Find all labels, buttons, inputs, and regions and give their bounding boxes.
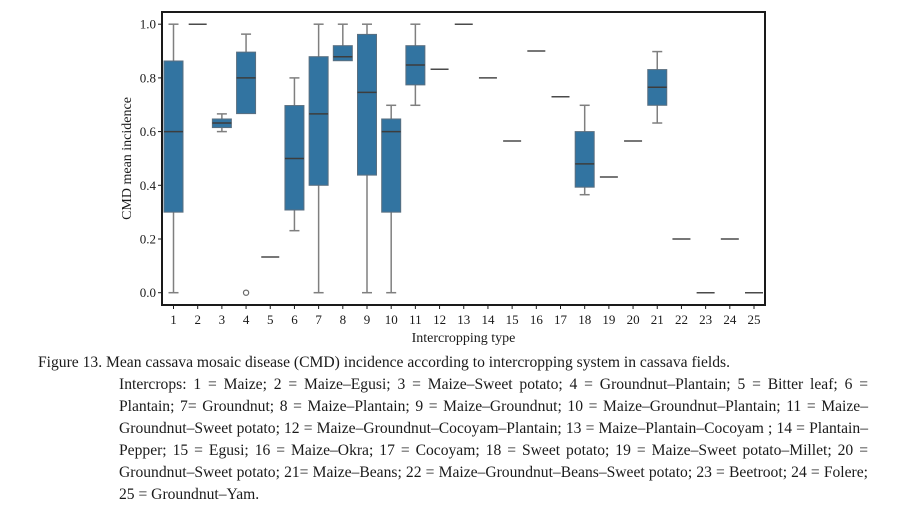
- x-axis-ticks: 1 2 3 4 5 6 7 8 9 10 11 12 13 14 15 16 17 18 19 20 21 22 23 24 2…: [170, 305, 761, 327]
- box-item-18: [574, 104, 595, 196]
- x-tick-label: 23: [699, 312, 712, 327]
- box-iqr: [163, 60, 184, 213]
- x-tick-label: 13: [457, 312, 470, 327]
- box-iqr: [574, 131, 595, 188]
- box-item-10: [381, 104, 402, 294]
- plot-frame: [161, 11, 766, 306]
- y-axis-ticks: 0.0 0.2 0.4 0.6 0.8 1.0: [140, 17, 162, 300]
- x-tick-label: 7: [315, 312, 322, 327]
- box-item-8: [332, 23, 353, 62]
- x-tick-label: 17: [554, 312, 568, 327]
- y-tick-label: 0.2: [140, 232, 156, 247]
- x-tick-label: 1: [170, 312, 177, 327]
- x-tick-label: 8: [340, 312, 347, 327]
- box-item-11: [405, 23, 426, 107]
- box-item-3: [211, 113, 232, 133]
- box-iqr: [357, 33, 377, 176]
- box-iqr: [236, 51, 257, 115]
- caption-legend: Intercrops: 1 = Maize; 2 = Maize–Egusi; …: [119, 376, 868, 503]
- x-tick-label: 14: [481, 312, 495, 327]
- x-tick-label: 15: [506, 312, 519, 327]
- box-iqr: [308, 56, 329, 186]
- box-iqr: [332, 45, 353, 62]
- x-tick-label: 24: [723, 312, 737, 327]
- x-tick-label: 19: [602, 312, 615, 327]
- y-axis-label: CMD mean incidence: [120, 97, 135, 220]
- x-tick-label: 3: [219, 312, 226, 327]
- x-tick-label: 5: [267, 312, 274, 327]
- caption-title: Figure 13. Mean cassava mosaic disease (…: [38, 354, 730, 371]
- boxes-layer: [163, 23, 763, 296]
- box-item-4: [236, 33, 257, 296]
- x-tick-label: 6: [291, 312, 298, 327]
- x-tick-label: 9: [364, 312, 371, 327]
- x-tick-label: 16: [530, 312, 544, 327]
- box-item-7: [308, 23, 329, 294]
- y-tick-label: 0.0: [140, 285, 156, 300]
- x-tick-label: 10: [385, 312, 398, 327]
- box-item-6: [284, 77, 305, 232]
- x-tick-label: 25: [748, 312, 761, 327]
- y-tick-label: 0.4: [140, 178, 157, 193]
- x-tick-label: 4: [243, 312, 250, 327]
- x-tick-label: 11: [409, 312, 422, 327]
- box-item-1: [163, 23, 184, 294]
- x-tick-label: 18: [578, 312, 591, 327]
- boxplot-chart: 0.00.20.40.60.81.0 1 2 3 4 5 6 7 8 9 10 11 12 13 14 15…: [120, 11, 766, 346]
- figure-caption: Figure 13. Mean cassava mosaic disease (…: [38, 352, 868, 506]
- x-tick-label: 21: [651, 312, 664, 327]
- x-tick-label: 12: [433, 312, 446, 327]
- x-tick-label: 20: [627, 312, 640, 327]
- outlier-point: [242, 289, 250, 296]
- box-item-21: [647, 50, 668, 124]
- y-tick-label: 1.0: [140, 17, 156, 32]
- x-tick-label: 2: [194, 312, 201, 327]
- y-tick-label: 0.6: [140, 124, 157, 139]
- x-axis-label: Intercropping type: [412, 331, 516, 346]
- box-item-9: [357, 23, 377, 294]
- box-iqr: [381, 118, 402, 213]
- x-tick-label: 22: [675, 312, 688, 327]
- y-tick-label: 0.8: [140, 70, 156, 85]
